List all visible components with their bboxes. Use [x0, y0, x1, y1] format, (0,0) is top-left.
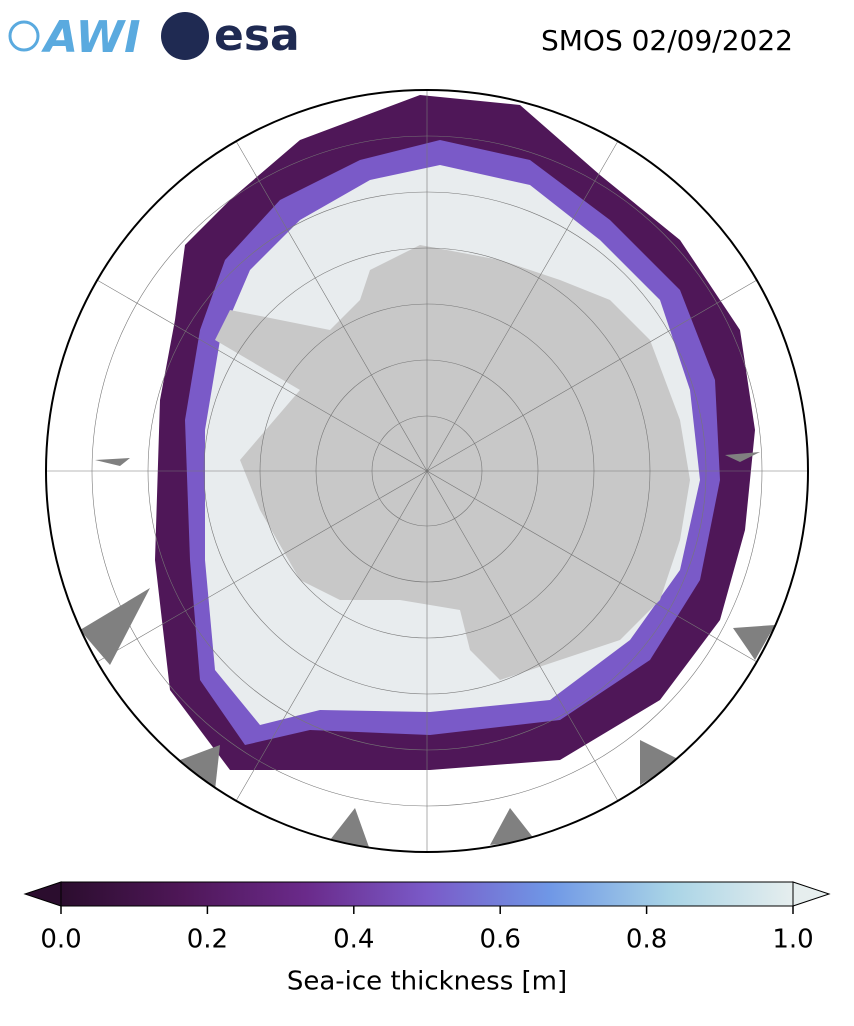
logo-esa: esa: [161, 10, 300, 61]
tick-label: 0.8: [626, 925, 667, 955]
map-border: [45, 89, 809, 853]
tick-label: 1.0: [772, 925, 813, 955]
logo-awi: AWI: [8, 12, 141, 63]
logo-text: AWI: [41, 12, 141, 63]
colorbar: Sea-ice thickness [m] 0.0 0.2 0.4 0.6 0.8 1.0: [23, 881, 831, 997]
graticule: [46, 90, 808, 852]
colorbar-extend-high: [792, 881, 831, 907]
other-land: [80, 452, 775, 850]
logo-text: esa: [214, 10, 300, 61]
tick-label: 0.4: [333, 925, 374, 955]
tick-label: 0.6: [480, 925, 521, 955]
title: SMOS 02/09/2022: [541, 24, 793, 57]
map: [46, 90, 808, 852]
tick-label: 0.0: [40, 925, 81, 955]
colorbar-extend-low: [23, 881, 62, 907]
logo-circle: [161, 12, 209, 60]
antarctica: [215, 245, 690, 680]
colorbar-label: Sea-ice thickness [m]: [287, 967, 567, 997]
colorbar-body: [60, 881, 794, 907]
tick-label: 0.2: [187, 925, 228, 955]
logo-globe: [8, 20, 40, 52]
